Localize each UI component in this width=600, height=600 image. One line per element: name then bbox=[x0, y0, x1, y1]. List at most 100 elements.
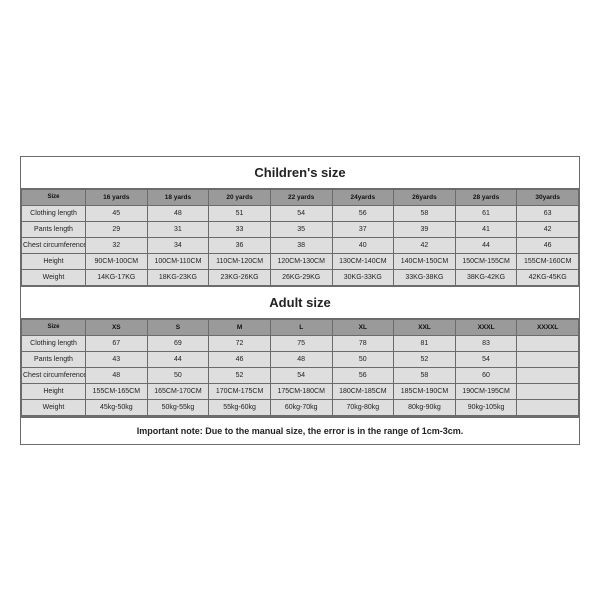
cell: 69 bbox=[147, 335, 209, 351]
cell: 30KG-33KG bbox=[332, 269, 394, 285]
row-label: Clothing length bbox=[22, 205, 86, 221]
cell: 61 bbox=[455, 205, 517, 221]
cell: 51 bbox=[209, 205, 271, 221]
cell: 42KG-45KG bbox=[517, 269, 579, 285]
cell: 185CM-190CM bbox=[394, 383, 456, 399]
adult-col-7: XXXXL bbox=[517, 319, 579, 335]
cell: 60 bbox=[455, 367, 517, 383]
cell: 81 bbox=[394, 335, 456, 351]
children-col-5: 26yards bbox=[394, 189, 456, 205]
children-col-6: 28 yards bbox=[455, 189, 517, 205]
children-header-row: Size 16 yards 18 yards 20 yards 22 yards… bbox=[22, 189, 579, 205]
cell: 31 bbox=[147, 221, 209, 237]
adult-size-block: Adult size Size XS S M L XL XXL XXXL XXX… bbox=[21, 287, 579, 417]
children-col-7: 30yards bbox=[517, 189, 579, 205]
children-col-3: 22 yards bbox=[270, 189, 332, 205]
row-label: Pants length bbox=[22, 351, 86, 367]
cell: 58 bbox=[394, 205, 456, 221]
children-col-2: 20 yards bbox=[209, 189, 271, 205]
cell: 72 bbox=[209, 335, 271, 351]
cell: 58 bbox=[394, 367, 456, 383]
cell: 14KG-17KG bbox=[86, 269, 148, 285]
table-row: Clothing length 67 69 72 75 78 81 83 bbox=[22, 335, 579, 351]
cell: 150CM-155CM bbox=[455, 253, 517, 269]
cell: 67 bbox=[86, 335, 148, 351]
cell: 29 bbox=[86, 221, 148, 237]
cell: 90CM-100CM bbox=[86, 253, 148, 269]
cell: 44 bbox=[455, 237, 517, 253]
adult-header-row: Size XS S M L XL XXL XXXL XXXXL bbox=[22, 319, 579, 335]
table-row: Height 155CM-165CM 165CM-170CM 170CM-175… bbox=[22, 383, 579, 399]
cell: 44 bbox=[147, 351, 209, 367]
cell: 63 bbox=[517, 205, 579, 221]
cell: 38KG-42KG bbox=[455, 269, 517, 285]
cell: 56 bbox=[332, 367, 394, 383]
row-label: Clothing length bbox=[22, 335, 86, 351]
cell: 48 bbox=[270, 351, 332, 367]
cell: 48 bbox=[147, 205, 209, 221]
cell: 43 bbox=[86, 351, 148, 367]
table-row: Pants length 29 31 33 35 37 39 41 42 bbox=[22, 221, 579, 237]
cell: 50kg-55kg bbox=[147, 399, 209, 415]
size-chart-sheet: Children's size Size 16 yards 18 yards 2… bbox=[20, 156, 580, 445]
cell: 80kg-90kg bbox=[394, 399, 456, 415]
cell: 42 bbox=[517, 221, 579, 237]
cell: 26KG-29KG bbox=[270, 269, 332, 285]
cell: 48 bbox=[86, 367, 148, 383]
adult-col-3: L bbox=[270, 319, 332, 335]
cell bbox=[517, 335, 579, 351]
cell: 165CM-170CM bbox=[147, 383, 209, 399]
cell: 170CM-175CM bbox=[209, 383, 271, 399]
cell: 38 bbox=[270, 237, 332, 253]
cell: 41 bbox=[455, 221, 517, 237]
cell: 33 bbox=[209, 221, 271, 237]
children-size-label: Size bbox=[22, 189, 86, 205]
cell: 83 bbox=[455, 335, 517, 351]
adult-col-5: XXL bbox=[394, 319, 456, 335]
cell: 70kg-80kg bbox=[332, 399, 394, 415]
row-label: Weight bbox=[22, 399, 86, 415]
children-title: Children's size bbox=[21, 157, 579, 189]
cell: 90kg-105kg bbox=[455, 399, 517, 415]
cell: 46 bbox=[517, 237, 579, 253]
adult-col-2: M bbox=[209, 319, 271, 335]
cell: 52 bbox=[394, 351, 456, 367]
cell: 100CM-110CM bbox=[147, 253, 209, 269]
cell: 45kg-50kg bbox=[86, 399, 148, 415]
adult-title: Adult size bbox=[21, 287, 579, 319]
cell: 55kg-60kg bbox=[209, 399, 271, 415]
row-label: Chest circumference 1/2 bbox=[22, 367, 86, 383]
row-label: Height bbox=[22, 383, 86, 399]
row-label: Chest circumference 1/2 bbox=[22, 237, 86, 253]
table-row: Weight 45kg-50kg 50kg-55kg 55kg-60kg 60k… bbox=[22, 399, 579, 415]
table-row: Chest circumference 1/2 32 34 36 38 40 4… bbox=[22, 237, 579, 253]
cell: 54 bbox=[455, 351, 517, 367]
cell: 52 bbox=[209, 367, 271, 383]
table-row: Chest circumference 1/2 48 50 52 54 56 5… bbox=[22, 367, 579, 383]
cell bbox=[517, 367, 579, 383]
table-row: Height 90CM-100CM 100CM-110CM 110CM-120C… bbox=[22, 253, 579, 269]
row-label: Pants length bbox=[22, 221, 86, 237]
row-label: Weight bbox=[22, 269, 86, 285]
cell: 18KG-23KG bbox=[147, 269, 209, 285]
cell bbox=[517, 399, 579, 415]
cell bbox=[517, 351, 579, 367]
cell: 34 bbox=[147, 237, 209, 253]
table-row: Weight 14KG-17KG 18KG-23KG 23KG-26KG 26K… bbox=[22, 269, 579, 285]
children-col-4: 24yards bbox=[332, 189, 394, 205]
cell: 42 bbox=[394, 237, 456, 253]
cell: 75 bbox=[270, 335, 332, 351]
cell: 36 bbox=[209, 237, 271, 253]
cell: 33KG-38KG bbox=[394, 269, 456, 285]
children-col-0: 16 yards bbox=[86, 189, 148, 205]
cell: 46 bbox=[209, 351, 271, 367]
cell: 130CM-140CM bbox=[332, 253, 394, 269]
adult-size-table: Size XS S M L XL XXL XXXL XXXXL Clothing… bbox=[21, 319, 579, 416]
cell: 56 bbox=[332, 205, 394, 221]
adult-size-label: Size bbox=[22, 319, 86, 335]
cell: 190CM-195CM bbox=[455, 383, 517, 399]
adult-col-0: XS bbox=[86, 319, 148, 335]
cell: 32 bbox=[86, 237, 148, 253]
cell: 45 bbox=[86, 205, 148, 221]
adult-col-6: XXXL bbox=[455, 319, 517, 335]
